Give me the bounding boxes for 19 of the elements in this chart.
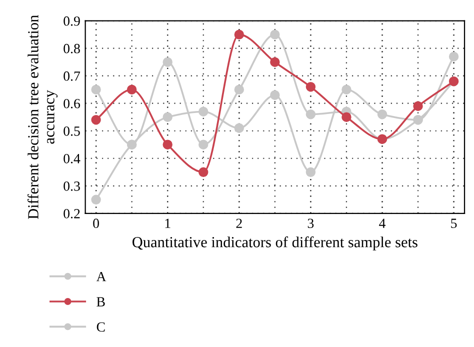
y-tick-label: 0.4 [64, 154, 80, 164]
y-tick-label: 0.8 [64, 44, 80, 54]
legend-label: B [96, 297, 105, 306]
y-tick-label: 0.2 [64, 208, 80, 218]
x-tick-label: 4 [379, 218, 386, 228]
x-tick-label: 5 [451, 218, 457, 228]
legend-label: C [96, 322, 105, 332]
y-tick-label: 0.5 [64, 126, 80, 136]
x-tick-label: 0 [93, 218, 99, 228]
x-axis-title: Quantitative indicators of different sample sets [132, 236, 418, 250]
y-tick-label: 0.3 [64, 181, 80, 191]
y-tick-label: 0.9 [64, 16, 80, 26]
y-tick-label: 0.6 [64, 98, 80, 108]
x-tick-label: 1 [165, 218, 170, 228]
x-tick-label: 3 [308, 218, 314, 228]
x-tick-label: 2 [236, 218, 242, 228]
y-tick-label: 0.7 [64, 71, 80, 81]
y-axis-title: Different decision tree evaluation accuracy [28, 15, 58, 219]
legend-label: A [96, 272, 106, 282]
